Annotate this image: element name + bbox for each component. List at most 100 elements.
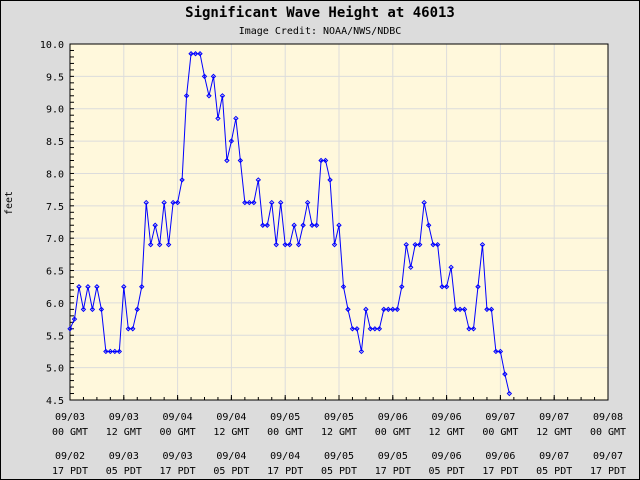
x-tick-label: 09/05 — [378, 451, 408, 462]
x-tick-label: 09/07 — [485, 412, 515, 423]
y-tick-label: 5.5 — [46, 331, 64, 342]
x-tick-label: 17 PDT — [590, 466, 626, 477]
x-tick-label: 09/05 — [270, 412, 300, 423]
data-point-marker — [161, 199, 167, 206]
data-point-marker — [488, 306, 495, 313]
x-tick-label: 09/03 — [109, 451, 139, 462]
x-tick-label: 09/03 — [55, 412, 85, 423]
x-tick-label: 00 GMT — [160, 427, 196, 438]
data-point-marker — [201, 73, 208, 80]
data-point-marker — [363, 306, 369, 313]
data-point-marker — [71, 316, 78, 322]
data-point-marker — [165, 241, 172, 248]
x-tick-label: 09/03 — [163, 451, 193, 462]
data-point-marker — [479, 241, 486, 248]
data-point-marker — [210, 73, 217, 80]
x-tick-label: 09/04 — [163, 412, 193, 423]
x-tick-label: 09/03 — [109, 412, 139, 423]
y-tick-label: 7.5 — [46, 202, 64, 213]
data-point-marker — [219, 93, 226, 99]
x-tick-label: 09/04 — [216, 412, 246, 423]
x-tick-label: 09/08 — [593, 412, 623, 423]
y-tick-label: 4.5 — [46, 396, 64, 407]
data-point-marker — [269, 199, 275, 206]
data-point-marker — [340, 284, 347, 290]
data-point-marker — [143, 199, 149, 206]
x-tick-label: 17 PDT — [267, 466, 303, 477]
data-point-marker — [358, 348, 365, 355]
x-tick-label: 00 GMT — [482, 427, 518, 438]
data-point-marker — [300, 222, 306, 228]
chart-title: Significant Wave Height at 46013 — [185, 5, 455, 21]
data-point-marker — [399, 284, 405, 290]
x-tick-label: 17 PDT — [375, 466, 411, 477]
data-point-marker — [295, 241, 302, 248]
data-point-marker — [179, 177, 185, 183]
data-point-marker — [327, 177, 333, 183]
y-tick-label: 9.0 — [46, 105, 64, 116]
data-point-marker — [228, 138, 235, 144]
data-point-marker — [421, 199, 427, 206]
y-tick-label: 10.0 — [40, 40, 64, 51]
data-point-marker — [331, 241, 338, 248]
x-tick-label: 17 PDT — [160, 466, 196, 477]
data-point-marker — [376, 326, 383, 332]
data-point-marker — [152, 222, 158, 228]
data-point-marker — [354, 326, 360, 332]
x-tick-label: 00 GMT — [267, 427, 303, 438]
x-tick-label: 05 PDT — [213, 466, 249, 477]
data-point-marker — [336, 222, 342, 228]
x-tick-label: 09/06 — [432, 412, 462, 423]
x-tick-label: 09/06 — [485, 451, 515, 462]
x-tick-label: 09/02 — [55, 451, 85, 462]
x-tick-label: 12 GMT — [106, 427, 142, 438]
data-point-marker — [403, 241, 409, 248]
data-point-marker — [291, 222, 297, 228]
x-tick-label: 09/07 — [593, 451, 623, 462]
data-point-marker — [139, 284, 145, 290]
data-point-marker — [304, 199, 311, 206]
x-tick-label: 12 GMT — [536, 427, 572, 438]
data-point-marker — [394, 306, 400, 313]
data-point-marker — [67, 326, 73, 332]
x-tick-label: 09/07 — [539, 451, 569, 462]
x-tick-label: 09/04 — [270, 451, 300, 462]
data-point-marker — [425, 222, 432, 228]
data-point-marker — [434, 241, 441, 248]
image-credit: Image Credit: NOAA/NWS/NDBC — [238, 26, 402, 37]
y-tick-label: 7.0 — [46, 234, 64, 245]
x-tick-label: 09/06 — [378, 412, 408, 423]
data-point-marker — [80, 306, 87, 313]
data-point-marker — [76, 284, 82, 290]
data-point-marker — [121, 284, 127, 290]
data-point-marker — [313, 222, 320, 228]
y-tick-label: 5.0 — [46, 364, 64, 375]
y-tick-label: 6.0 — [46, 299, 64, 310]
data-point-marker — [134, 306, 140, 313]
x-tick-label: 05 PDT — [536, 466, 572, 477]
data-point-marker — [345, 306, 351, 313]
data-point-marker — [470, 326, 477, 332]
data-point-marker — [264, 222, 270, 228]
data-point-marker — [89, 306, 96, 313]
x-tick-label: 17 PDT — [52, 466, 88, 477]
x-tick-label: 05 PDT — [106, 466, 142, 477]
data-point-marker — [206, 93, 212, 99]
data-point-marker — [443, 284, 450, 290]
data-point-marker — [273, 241, 279, 248]
x-tick-label: 09/07 — [539, 412, 569, 423]
x-tick-label: 00 GMT — [375, 427, 411, 438]
x-tick-label: 12 GMT — [321, 427, 357, 438]
data-point-marker — [215, 115, 221, 122]
data-point-marker — [130, 326, 136, 332]
x-tick-label: 05 PDT — [321, 466, 357, 477]
data-point-marker — [322, 157, 329, 164]
y-tick-label: 8.0 — [46, 169, 64, 180]
data-point-marker — [286, 241, 293, 248]
x-tick-label: 12 GMT — [429, 427, 465, 438]
data-point-marker — [237, 157, 244, 164]
data-point-marker — [448, 264, 454, 271]
x-tick-label: 00 GMT — [590, 427, 626, 438]
data-point-marker — [197, 51, 203, 57]
